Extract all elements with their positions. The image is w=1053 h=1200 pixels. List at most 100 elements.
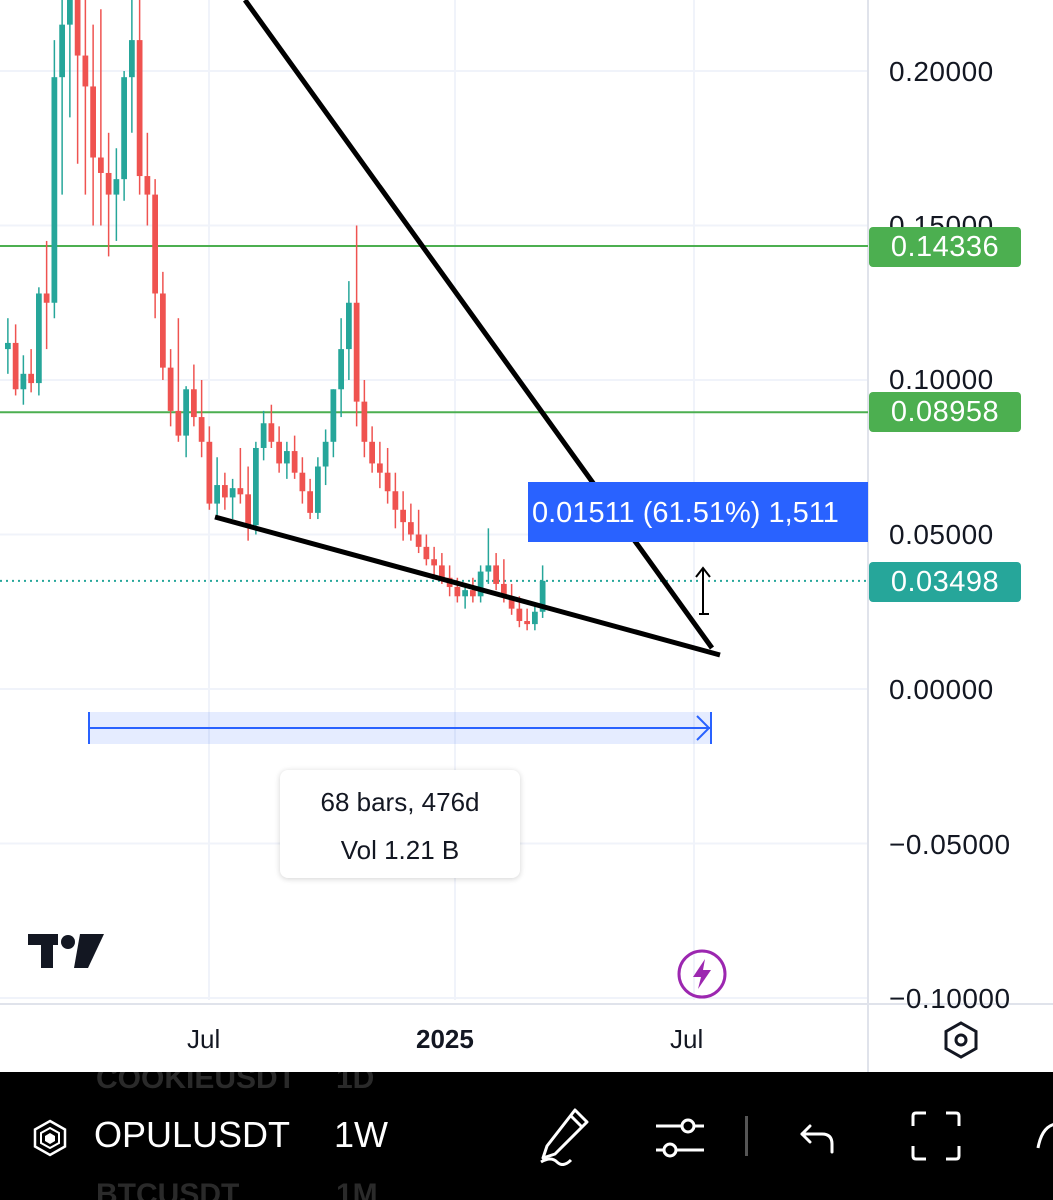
candle-body (477, 571, 484, 597)
measure-price-range-label: 0.01511 (61.51%) 1,511 (528, 482, 868, 542)
candle-body (167, 367, 174, 411)
level-price-label: 0.14336 (869, 227, 1021, 267)
candle-body (67, 0, 73, 25)
candle-body (160, 293, 166, 368)
candle-body (338, 349, 344, 390)
candle-body (369, 441, 375, 464)
candle-body (315, 466, 321, 513)
ghost-interval-above: 1D (336, 1072, 375, 1095)
candle-body (423, 546, 430, 560)
symbol-selector[interactable]: OPULUSDT (94, 1114, 291, 1155)
candle-body (59, 24, 65, 78)
bars-count-text: 68 bars, 476d (320, 787, 480, 817)
y-tick-label: −0.05000 (889, 829, 1011, 860)
candle-body (501, 583, 507, 597)
candle-body (330, 389, 337, 442)
candle-body (470, 590, 476, 597)
candle-body (74, 0, 81, 56)
bottom-toolbar: COOKIEUSDT 1D BTCUSDT 1M (0, 1072, 1053, 1200)
measure-range-arrow (696, 715, 711, 741)
candle-body (198, 417, 205, 442)
undo-icon[interactable] (798, 1120, 838, 1161)
candle-body (237, 488, 244, 495)
candle-body (307, 491, 313, 513)
candle-body (454, 587, 461, 597)
candle-body (253, 447, 259, 526)
sliders-icon[interactable] (654, 1114, 706, 1167)
candle-body (222, 485, 228, 498)
y-tick-label: 0.00000 (889, 674, 994, 705)
lower-trendline (214, 514, 721, 658)
candle-body (214, 485, 220, 504)
candle-body (152, 194, 158, 294)
candle-body (353, 302, 360, 402)
level-price-label: 0.08958 (869, 392, 1021, 432)
candle-body (51, 77, 58, 303)
tradingview-logo-icon[interactable] (28, 930, 104, 977)
candle-body (136, 40, 143, 177)
candle-body (361, 401, 368, 442)
chart-settings-icon[interactable] (941, 1020, 981, 1065)
candle-body (392, 491, 399, 510)
candle-body (408, 522, 414, 535)
candle-body (400, 509, 406, 523)
current-price-label: 0.03498 (869, 562, 1021, 602)
candle-body (516, 608, 523, 622)
candle-body (113, 179, 120, 195)
ghost-symbol-below: BTCUSDT (96, 1178, 240, 1200)
candle-body (183, 389, 189, 436)
candle-body (322, 441, 329, 467)
candle-body (291, 451, 298, 473)
candle-body (90, 86, 96, 158)
candle-body (299, 472, 306, 492)
candle-body (98, 157, 104, 173)
candle-body (105, 172, 112, 195)
y-tick-label: −0.10000 (889, 983, 1011, 1014)
candle-body (462, 590, 468, 597)
pencil-icon[interactable] (537, 1106, 593, 1171)
candle-body (532, 611, 538, 625)
candle-body (384, 472, 391, 492)
hexagon-logo-icon[interactable] (30, 1118, 70, 1163)
candle-body (508, 596, 515, 609)
candle-body (377, 463, 383, 473)
candle-body (524, 621, 530, 625)
y-tick-label: 0.05000 (889, 519, 994, 550)
x-tick-label: Jul (670, 1024, 704, 1054)
candle-body (144, 176, 151, 195)
candle-body (268, 423, 275, 442)
candle-body (276, 441, 282, 464)
candle-body (206, 441, 213, 504)
candle-body (485, 565, 492, 572)
candle-body (121, 77, 127, 180)
candle-body (82, 55, 89, 87)
candle-body (346, 302, 352, 350)
volume-text: Vol 1.21 B (340, 835, 460, 865)
ghost-interval-below: 1M (336, 1178, 378, 1200)
candle-body (245, 494, 251, 526)
partial-icon[interactable] (1036, 1118, 1053, 1163)
candle-body (539, 580, 546, 612)
flash-icon[interactable] (676, 948, 728, 1005)
fullscreen-icon[interactable] (910, 1110, 962, 1167)
candle-body (129, 40, 135, 78)
candle-body (5, 342, 11, 350)
candle-body (431, 559, 437, 566)
measure-info-box: 68 bars, 476d Vol 1.21 B (280, 770, 520, 878)
interval-selector[interactable]: 1W (334, 1114, 388, 1155)
candle-body (43, 293, 50, 303)
candle-body (36, 293, 42, 384)
measure-bracket-arrow (695, 566, 711, 578)
upper-trendline (242, 0, 715, 650)
candle-body (28, 373, 34, 384)
candle-body (191, 389, 197, 418)
candle-body (415, 534, 422, 547)
candle-body (12, 342, 19, 390)
y-tick-label: 0.10000 (889, 364, 994, 395)
price-chart[interactable] (0, 0, 1053, 1072)
candle-body (284, 451, 290, 464)
candle-body (439, 565, 445, 578)
chart-area[interactable]: 0.20000 0.15000 0.10000 0.05000 0.00000 … (0, 0, 1053, 1072)
candle-body (20, 373, 27, 390)
x-tick-label: Jul (187, 1024, 221, 1054)
